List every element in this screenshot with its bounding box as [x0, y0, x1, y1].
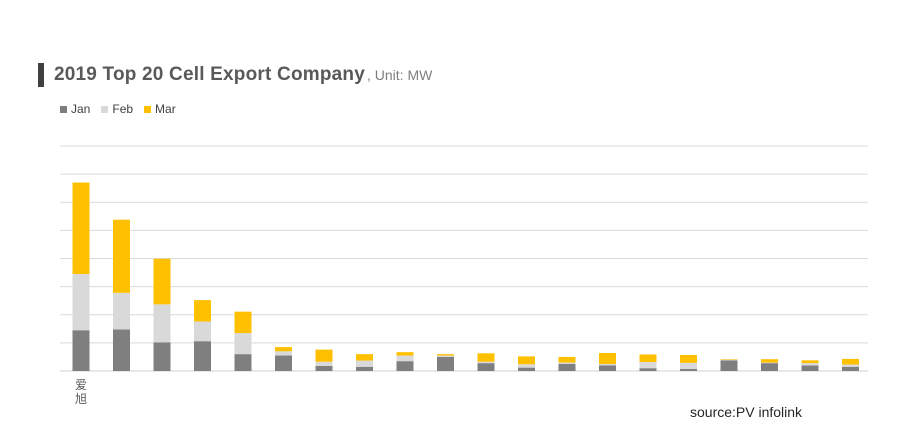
- bar-feb-10: [437, 355, 454, 357]
- bar-mar-20: [842, 358, 859, 365]
- bar-feb-11: [477, 361, 495, 364]
- bar-mar-14: [599, 353, 616, 364]
- bar-feb-8: [356, 360, 373, 367]
- legend-label-jan: Jan: [71, 102, 91, 116]
- bar-jan-17: [720, 360, 738, 371]
- chart-title: 2019 Top 20 Cell Export Company: [54, 64, 365, 85]
- bar-jan-1: [72, 330, 90, 371]
- bar-jan-13: [558, 363, 576, 371]
- bar-mar-9: [396, 352, 414, 356]
- bar-mar-15: [639, 354, 657, 362]
- category-labels: 爱旭: [75, 378, 87, 406]
- bar-jan-3: [153, 342, 171, 371]
- bar-feb-20: [842, 364, 859, 367]
- chart-title-row: 2019 Top 20 Cell Export Company , Unit: …: [38, 62, 432, 88]
- chart-unit: , Unit: MW: [367, 67, 433, 83]
- bar-jan-20: [842, 366, 859, 371]
- bar-mar-6: [275, 347, 292, 352]
- bar-mar-10: [437, 354, 454, 356]
- legend-swatch-jan: [60, 105, 67, 113]
- bar-feb-5: [234, 333, 252, 355]
- bar-feb-16: [680, 362, 697, 370]
- bar-jan-16: [680, 369, 697, 371]
- legend-item-mar: Mar: [144, 102, 176, 116]
- bar-mar-5: [234, 311, 252, 334]
- bar-mar-13: [558, 356, 576, 363]
- bar-jan-14: [599, 365, 616, 371]
- title-accent-bar: [38, 63, 44, 87]
- bar-mar-12: [518, 356, 535, 365]
- bar-jan-11: [477, 363, 495, 371]
- bar-jan-5: [234, 354, 252, 371]
- bar-mar-7: [315, 349, 333, 362]
- grid-lines: [60, 145, 868, 372]
- legend-item-feb: Feb: [101, 102, 133, 116]
- bar-feb-17: [720, 359, 738, 361]
- bar-feb-7: [315, 361, 333, 366]
- bar-jan-9: [396, 361, 414, 371]
- bar-feb-3: [153, 304, 171, 343]
- category-label-1: 爱旭: [75, 378, 87, 406]
- bar-mar-4: [194, 300, 211, 322]
- source-note: source:PV infolink: [690, 404, 803, 420]
- bar-feb-2: [113, 292, 130, 330]
- bar-feb-13: [558, 362, 576, 364]
- bar-jan-10: [437, 356, 454, 371]
- bar-mar-8: [356, 354, 373, 361]
- bar-jan-6: [275, 355, 292, 371]
- legend-swatch-feb: [101, 105, 109, 113]
- bar-jan-15: [639, 368, 657, 371]
- bar-feb-12: [518, 364, 535, 368]
- bar-jan-18: [761, 363, 778, 371]
- bar-mar-19: [801, 360, 819, 364]
- bar-mar-3: [153, 258, 171, 305]
- bar-feb-18: [761, 362, 778, 364]
- bar-feb-6: [275, 351, 292, 356]
- legend-label-feb: Feb: [112, 102, 134, 116]
- bar-jan-7: [315, 365, 333, 371]
- bar-mar-11: [477, 353, 495, 362]
- legend-swatch-mar: [144, 105, 152, 113]
- bar-mar-17: [720, 359, 738, 360]
- bar-jan-2: [113, 329, 130, 371]
- bar-jan-12: [518, 367, 535, 371]
- bar-feb-1: [72, 273, 90, 331]
- bar-mar-18: [761, 359, 778, 363]
- bar-jan-19: [801, 365, 819, 371]
- bar-mar-2: [113, 219, 130, 293]
- bar-jan-8: [356, 366, 373, 371]
- bar-mar-1: [72, 182, 90, 274]
- bar-jan-4: [194, 341, 211, 371]
- bar-feb-14: [599, 363, 616, 366]
- bar-feb-15: [639, 362, 657, 369]
- chart-legend: Jan Feb Mar: [60, 102, 187, 116]
- bars: [72, 182, 859, 371]
- legend-label-mar: Mar: [155, 102, 176, 116]
- legend-item-jan: Jan: [60, 102, 90, 116]
- bar-mar-16: [680, 354, 697, 363]
- bar-feb-19: [801, 363, 819, 366]
- bar-feb-4: [194, 321, 211, 342]
- bar-feb-9: [396, 355, 414, 362]
